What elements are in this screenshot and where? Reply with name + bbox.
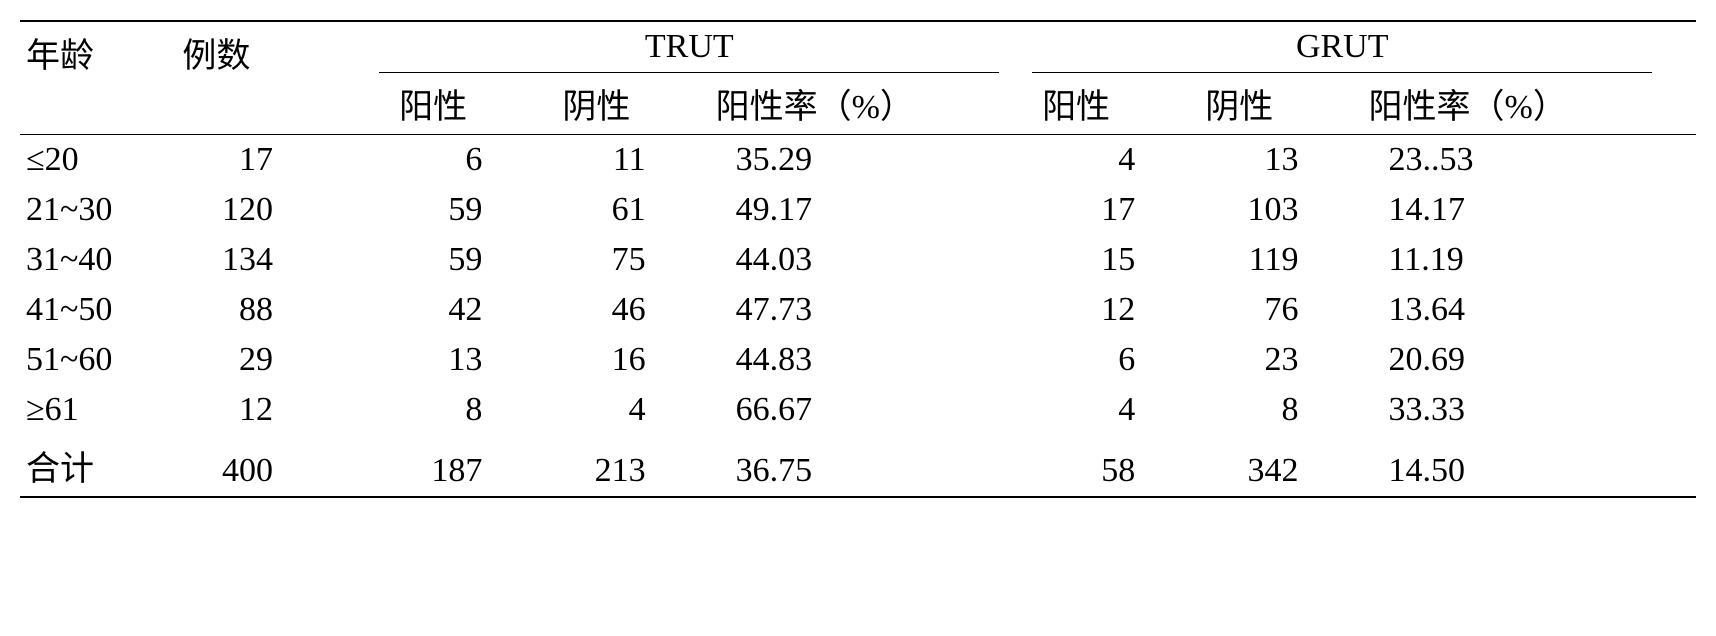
header-trut-pos: 阳性 bbox=[379, 73, 542, 135]
cell-grut-pos: 6 bbox=[1032, 335, 1195, 385]
cell-trut-rate: 44.83 bbox=[706, 335, 1000, 385]
header-trut-neg: 阴性 bbox=[542, 73, 705, 135]
table-row: ≥61128466.674833.33 bbox=[20, 385, 1696, 435]
cell-grut-neg: 119 bbox=[1195, 235, 1358, 285]
cell-trut-neg: 16 bbox=[542, 335, 705, 385]
cell-grut-neg: 13 bbox=[1195, 135, 1358, 186]
cell-trut-neg: 4 bbox=[542, 385, 705, 435]
cell-grut-rate: 14.17 bbox=[1359, 185, 1653, 235]
cell-n: 12 bbox=[172, 385, 303, 435]
header-grut-pos: 阳性 bbox=[1032, 73, 1195, 135]
cell-trut-neg: 61 bbox=[542, 185, 705, 235]
cell-age: ≤20 bbox=[20, 135, 172, 186]
cell-age: 41~50 bbox=[20, 285, 172, 335]
table-row: 41~5088 424647.73 127613.64 bbox=[20, 285, 1696, 335]
cell-trut-neg: 11 bbox=[542, 135, 705, 186]
cell-trut-rate: 35.29 bbox=[706, 135, 1000, 186]
cell-grut-rate: 14.50 bbox=[1359, 435, 1653, 497]
cell-age: 21~30 bbox=[20, 185, 172, 235]
header-trut-rate: 阳性率（%） bbox=[706, 73, 1000, 135]
cell-trut-pos: 42 bbox=[379, 285, 542, 335]
cell-n: 17 bbox=[172, 135, 303, 186]
cell-trut-pos: 59 bbox=[379, 235, 542, 285]
cell-trut-rate: 47.73 bbox=[706, 285, 1000, 335]
cell-grut-pos: 58 bbox=[1032, 435, 1195, 497]
table-body: ≤201761135.2941323..5321~30120596149.171… bbox=[20, 135, 1696, 498]
cell-n: 400 bbox=[172, 435, 303, 497]
cell-grut-neg: 23 bbox=[1195, 335, 1358, 385]
header-n: 例数 bbox=[172, 21, 303, 135]
cell-n: 134 bbox=[172, 235, 303, 285]
cell-grut-pos: 17 bbox=[1032, 185, 1195, 235]
cell-grut-neg: 103 bbox=[1195, 185, 1358, 235]
data-table: 年龄 例数 TRUT GRUT 阳性 阴性 阳性率（%） 阳性 阴性 阳性率（%… bbox=[20, 20, 1696, 498]
header-age: 年龄 bbox=[20, 21, 172, 135]
cell-grut-rate: 33.33 bbox=[1359, 385, 1653, 435]
cell-trut-pos: 187 bbox=[379, 435, 542, 497]
cell-grut-pos: 4 bbox=[1032, 385, 1195, 435]
table-row: ≤2017 61135.29 41323..53 bbox=[20, 135, 1696, 186]
cell-n: 29 bbox=[172, 335, 303, 385]
cell-age: ≥61 bbox=[20, 385, 172, 435]
cell-trut-neg: 213 bbox=[542, 435, 705, 497]
cell-trut-neg: 75 bbox=[542, 235, 705, 285]
cell-grut-neg: 342 bbox=[1195, 435, 1358, 497]
cell-trut-pos: 8 bbox=[379, 385, 542, 435]
cell-grut-pos: 12 bbox=[1032, 285, 1195, 335]
cell-grut-rate: 11.19 bbox=[1359, 235, 1653, 285]
header-row-1: 年龄 例数 TRUT GRUT bbox=[20, 21, 1696, 73]
cell-trut-pos: 6 bbox=[379, 135, 542, 186]
cell-trut-rate: 66.67 bbox=[706, 385, 1000, 435]
cell-trut-rate: 36.75 bbox=[706, 435, 1000, 497]
table-row: 51~6029 131644.83 62320.69 bbox=[20, 335, 1696, 385]
cell-trut-pos: 13 bbox=[379, 335, 542, 385]
cell-trut-pos: 59 bbox=[379, 185, 542, 235]
header-group-grut: GRUT bbox=[1032, 21, 1652, 73]
cell-grut-pos: 15 bbox=[1032, 235, 1195, 285]
cell-n: 88 bbox=[172, 285, 303, 335]
header-grut-rate: 阳性率（%） bbox=[1359, 73, 1653, 135]
cell-grut-rate: 13.64 bbox=[1359, 285, 1653, 335]
cell-n: 120 bbox=[172, 185, 303, 235]
table-row: 合计400 18721336.75 5834214.50 bbox=[20, 435, 1696, 497]
cell-grut-neg: 8 bbox=[1195, 385, 1358, 435]
cell-age: 31~40 bbox=[20, 235, 172, 285]
cell-trut-neg: 46 bbox=[542, 285, 705, 335]
cell-trut-rate: 44.03 bbox=[706, 235, 1000, 285]
cell-age: 合计 bbox=[20, 435, 172, 497]
cell-trut-rate: 49.17 bbox=[706, 185, 1000, 235]
table-row: 21~30120 596149.17 1710314.17 bbox=[20, 185, 1696, 235]
table-row: 31~40134 597544.03 1511911.19 bbox=[20, 235, 1696, 285]
cell-grut-pos: 4 bbox=[1032, 135, 1195, 186]
cell-grut-rate: 20.69 bbox=[1359, 335, 1653, 385]
header-group-trut: TRUT bbox=[379, 21, 999, 73]
cell-age: 51~60 bbox=[20, 335, 172, 385]
cell-grut-rate: 23..53 bbox=[1359, 135, 1653, 186]
header-grut-neg: 阴性 bbox=[1195, 73, 1358, 135]
cell-grut-neg: 76 bbox=[1195, 285, 1358, 335]
